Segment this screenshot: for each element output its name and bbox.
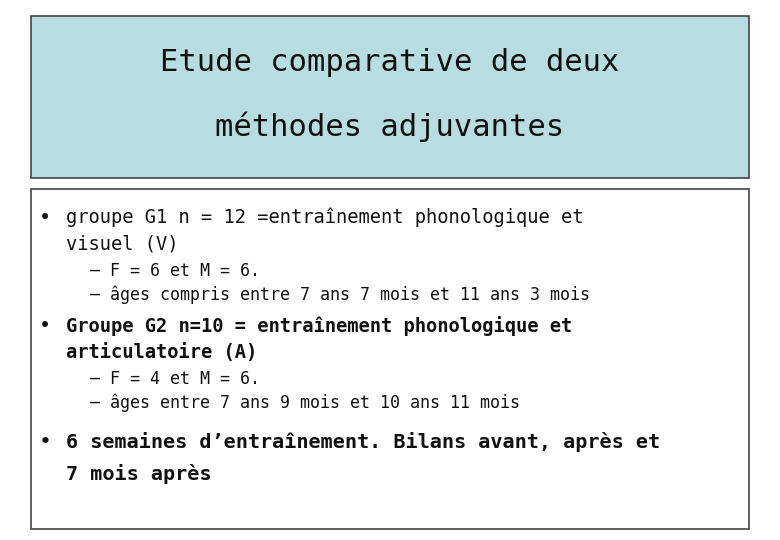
Text: – F = 6 et M = 6.: – F = 6 et M = 6. — [90, 262, 260, 280]
FancyBboxPatch shape — [31, 189, 749, 529]
Text: •: • — [39, 208, 51, 227]
FancyBboxPatch shape — [31, 16, 749, 178]
Text: 7 mois après: 7 mois après — [66, 464, 212, 484]
Text: •: • — [39, 316, 51, 335]
Text: articulatoire (A): articulatoire (A) — [66, 343, 257, 362]
Text: – âges entre 7 ans 9 mois et 10 ans 11 mois: – âges entre 7 ans 9 mois et 10 ans 11 m… — [90, 393, 519, 411]
Text: Etude comparative de deux: Etude comparative de deux — [161, 48, 619, 77]
Text: – âges compris entre 7 ans 7 mois et 11 ans 3 mois: – âges compris entre 7 ans 7 mois et 11 … — [90, 285, 590, 303]
Text: 6 semaines d’entraînement. Bilans avant, après et: 6 semaines d’entraînement. Bilans avant,… — [66, 432, 661, 452]
Text: •: • — [39, 432, 51, 452]
Text: Groupe G2 n=10 = entraînement phonologique et: Groupe G2 n=10 = entraînement phonologiq… — [66, 316, 573, 336]
Text: groupe G1 n = 12 =entraînement phonologique et: groupe G1 n = 12 =entraînement phonologi… — [66, 208, 583, 227]
Text: – F = 4 et M = 6.: – F = 4 et M = 6. — [90, 370, 260, 388]
Text: méthodes adjuvantes: méthodes adjuvantes — [215, 112, 565, 142]
Text: visuel (V): visuel (V) — [66, 235, 179, 254]
